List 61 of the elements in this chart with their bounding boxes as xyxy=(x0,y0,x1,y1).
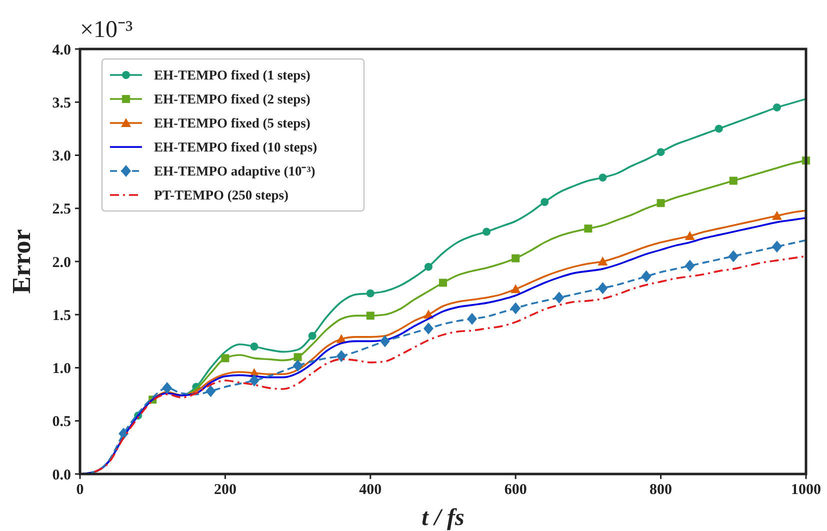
point xyxy=(656,199,665,208)
point xyxy=(598,256,608,266)
point xyxy=(380,335,390,348)
y-axis-title: Error xyxy=(7,229,36,294)
point xyxy=(772,240,782,253)
legend-label: EH-TEMPO fixed (10 steps) xyxy=(154,140,318,155)
point xyxy=(510,302,521,314)
point xyxy=(424,262,432,271)
point xyxy=(684,260,695,272)
y-tick-label: 3.0 xyxy=(52,148,71,164)
point xyxy=(467,312,478,325)
legend-label: EH-TEMPO fixed (5 steps) xyxy=(154,116,310,131)
point xyxy=(336,350,346,362)
point xyxy=(366,312,374,320)
point xyxy=(162,382,172,394)
point xyxy=(482,228,491,236)
point xyxy=(221,354,230,362)
x-axis-title: t / fs xyxy=(422,505,464,531)
point xyxy=(249,374,260,386)
x-tick-label: 1000 xyxy=(791,482,821,498)
x-tick-label: 0 xyxy=(76,482,84,498)
point xyxy=(656,148,665,156)
y-tick-label: 0.5 xyxy=(52,414,71,430)
point xyxy=(772,103,781,112)
point xyxy=(598,282,608,294)
y-tick-label: 2.5 xyxy=(52,202,71,218)
y-tick-label: 3.5 xyxy=(52,95,71,112)
text: ×10⁻³ xyxy=(80,17,133,43)
point xyxy=(308,332,316,340)
point xyxy=(540,198,549,206)
x-tick-label: 600 xyxy=(504,482,527,498)
legend-label: EH-TEMPO fixed (2 steps) xyxy=(154,92,310,107)
point xyxy=(250,342,258,350)
point xyxy=(684,231,695,240)
point xyxy=(292,360,303,372)
point xyxy=(584,224,592,233)
point xyxy=(512,254,520,262)
point xyxy=(729,176,738,185)
legend-label: EH-TEMPO fixed (1 steps) xyxy=(154,68,310,83)
point xyxy=(294,353,302,362)
point xyxy=(641,270,652,282)
y-tick-label: 2.0 xyxy=(52,254,71,271)
y-tick-label: 1.5 xyxy=(52,308,71,324)
y-tick-label: 0.0 xyxy=(52,467,71,484)
y-tick-label: 4.0 xyxy=(52,42,71,58)
x-tick-label: 200 xyxy=(214,482,236,498)
point xyxy=(598,174,607,182)
point xyxy=(439,278,447,287)
legend-label: EH-TEMPO adaptive (10⁻³) xyxy=(154,164,316,179)
point xyxy=(423,322,434,334)
point xyxy=(510,284,521,294)
point xyxy=(206,385,216,398)
x-tick-label: 400 xyxy=(359,482,382,498)
point xyxy=(728,250,738,262)
point xyxy=(772,210,782,220)
y-tick-label: 1.0 xyxy=(52,361,71,377)
legend-label: PT-TEMPO (250 steps) xyxy=(154,188,288,203)
point xyxy=(714,124,723,133)
point xyxy=(554,292,564,304)
point xyxy=(366,289,374,298)
x-tick-label: 800 xyxy=(650,482,672,498)
